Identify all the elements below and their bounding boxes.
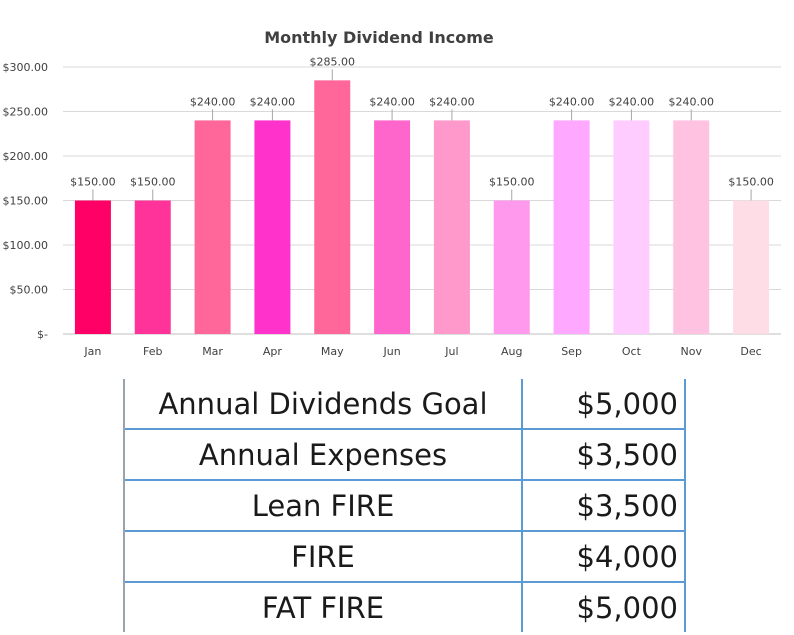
bar-sep xyxy=(553,120,590,335)
x-tick-label: May xyxy=(321,345,344,358)
data-label: $240.00 xyxy=(549,95,595,108)
y-tick-label: $300.00 xyxy=(3,61,49,74)
table-row: Lean FIRE $3,500 xyxy=(123,480,686,531)
row-value: $3,500 xyxy=(522,480,686,531)
x-tick-label: Apr xyxy=(263,345,283,358)
bar-jun xyxy=(374,120,411,335)
bar-jul xyxy=(433,120,470,335)
y-tick-label: $250.00 xyxy=(3,106,49,119)
x-tick-label: Sep xyxy=(561,345,582,358)
bar-dec xyxy=(733,200,770,334)
bar-mar xyxy=(194,120,231,335)
row-value: $3,500 xyxy=(522,429,686,480)
data-label: $240.00 xyxy=(669,95,715,108)
data-label: $285.00 xyxy=(310,55,356,68)
dividend-summary-table: Annual Dividends Goal $5,000 Annual Expe… xyxy=(123,379,686,632)
row-label: Annual Dividends Goal xyxy=(123,379,523,429)
x-tick-label: Nov xyxy=(681,345,703,358)
row-label: FIRE xyxy=(123,531,523,582)
row-value: $4,000 xyxy=(522,531,686,582)
y-tick-label: $- xyxy=(37,328,48,341)
x-tick-label: Jul xyxy=(444,345,458,358)
row-value: $5,000 xyxy=(522,582,686,632)
data-label: $150.00 xyxy=(70,176,116,189)
x-tick-label: Aug xyxy=(501,345,522,358)
bar-apr xyxy=(254,120,291,335)
bar-may xyxy=(314,80,351,334)
x-tick-label: Jun xyxy=(382,345,400,358)
data-label: $150.00 xyxy=(130,176,176,189)
row-label: FAT FIRE xyxy=(123,582,523,632)
x-tick-label: Jan xyxy=(83,345,101,358)
data-label: $240.00 xyxy=(369,95,415,108)
y-tick-label: $100.00 xyxy=(3,239,49,252)
x-tick-label: Feb xyxy=(143,345,162,358)
bar-feb xyxy=(134,200,171,334)
bar-aug xyxy=(493,200,530,334)
row-value: $5,000 xyxy=(522,379,686,429)
data-label: $240.00 xyxy=(250,95,296,108)
table-row: FIRE $4,000 xyxy=(123,531,686,582)
data-label: $150.00 xyxy=(489,176,535,189)
data-label: $240.00 xyxy=(190,95,236,108)
table-row: Annual Dividends Goal $5,000 xyxy=(123,379,686,429)
row-label: Lean FIRE xyxy=(123,480,523,531)
bar-oct xyxy=(613,120,650,335)
y-tick-label: $150.00 xyxy=(3,195,49,208)
y-tick-label: $200.00 xyxy=(3,150,49,163)
x-tick-label: Dec xyxy=(740,345,761,358)
x-tick-label: Mar xyxy=(202,345,223,358)
data-label: $150.00 xyxy=(728,176,774,189)
monthly-dividend-chart: Monthly Dividend Income $- $50.00 $100.00 $… xyxy=(3,28,781,358)
bar-nov xyxy=(673,120,710,335)
data-label: $240.00 xyxy=(609,95,655,108)
y-tick-label: $50.00 xyxy=(10,284,49,297)
data-label: $240.00 xyxy=(429,95,475,108)
table-row: Annual Expenses $3,500 xyxy=(123,429,686,480)
x-tick-label: Oct xyxy=(622,345,642,358)
chart-title: Monthly Dividend Income xyxy=(264,28,494,47)
bar-jan xyxy=(74,200,111,334)
row-label: Annual Expenses xyxy=(123,429,523,480)
table-row: FAT FIRE $5,000 xyxy=(123,582,686,632)
